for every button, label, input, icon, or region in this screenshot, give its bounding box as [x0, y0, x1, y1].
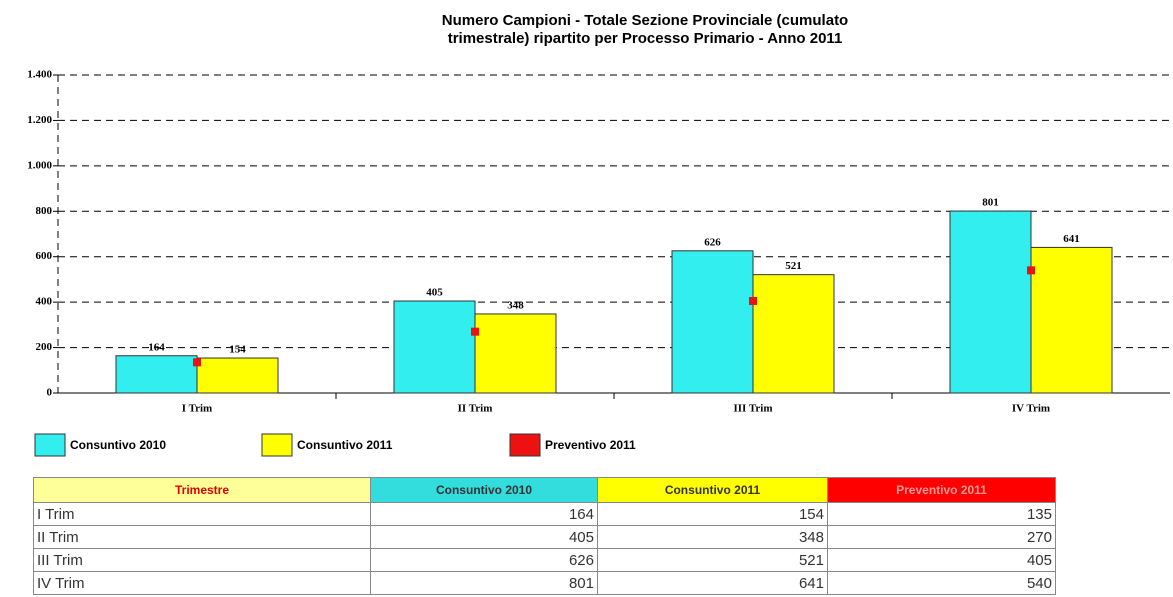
table-cell: I Trim: [33, 502, 371, 526]
bar: [196, 357, 279, 394]
table-row: IV Trim 801 641 540: [33, 571, 1056, 595]
header-row: Trimestre Consuntivo 2010 Consuntivo 2011…: [33, 477, 1056, 503]
table-row: III Trim 626 521 405: [33, 548, 1056, 572]
table-cell: 801: [370, 571, 598, 595]
bar: [671, 250, 754, 394]
table-row: II Trim 405 348 270: [33, 525, 1056, 549]
point-marker: [1027, 266, 1035, 275]
data-table: Trimestre Consuntivo 2010 Consuntivo 2011…: [33, 477, 1056, 595]
bar: [752, 274, 835, 394]
table-cell: 348: [597, 525, 828, 549]
table-cell: 270: [827, 525, 1056, 549]
y-tick-label: 0: [47, 387, 53, 399]
table-cell: 626: [370, 548, 598, 572]
y-tick-label: 1.200: [27, 114, 52, 126]
value-label: 348: [507, 299, 524, 311]
table-cell: 405: [370, 525, 598, 549]
x-tick-label: III Trim: [733, 403, 772, 415]
bar: [474, 313, 557, 394]
x-tick-label: IV Trim: [1012, 403, 1050, 415]
table-cell: 521: [597, 548, 828, 572]
value-label: 164: [148, 341, 165, 353]
table-cell: 540: [827, 571, 1056, 595]
legend-label: Preventivo 2011: [545, 438, 636, 452]
chart-title: Numero Campioni - Totale Sezione Provinc…: [442, 12, 848, 29]
table-cell: 154: [597, 502, 828, 526]
table-cell: 135: [827, 502, 1056, 526]
bar: [393, 300, 476, 394]
value-label: 521: [785, 260, 802, 272]
y-tick-label: 1.400: [27, 69, 52, 81]
legend-swatch: [261, 433, 293, 457]
chart-title: trimestrale) ripartito per Processo Prim…: [448, 30, 843, 47]
header-cell: Trimestre: [33, 477, 371, 503]
table-cell: II Trim: [33, 525, 371, 549]
legend-swatch: [509, 433, 541, 457]
table-row: I Trim 164 154 135: [33, 502, 1056, 526]
y-tick-label: 800: [36, 205, 53, 217]
y-tick-label: 200: [36, 341, 53, 353]
table-cell: 641: [597, 571, 828, 595]
legend-label: Consuntivo 2011: [297, 438, 393, 452]
point-marker: [193, 358, 201, 367]
x-tick-label: I Trim: [182, 403, 212, 415]
value-label: 641: [1063, 233, 1080, 245]
legend-swatch: [34, 433, 66, 457]
value-label: 154: [229, 344, 246, 356]
table-cell: 405: [827, 548, 1056, 572]
x-tick-label: II Trim: [458, 403, 493, 415]
bar: [115, 355, 198, 394]
value-label: 801: [982, 197, 999, 209]
header-cell: Consuntivo 2010: [370, 477, 598, 503]
point-marker: [471, 327, 479, 336]
chart: Numero Campioni - Totale Sezione Provinc…: [27, 12, 1170, 457]
header-cell: Preventivo 2011: [827, 477, 1056, 503]
legend-label: Consuntivo 2010: [70, 438, 166, 452]
table-cell: 164: [370, 502, 598, 526]
bar: [949, 210, 1032, 394]
value-label: 405: [426, 287, 443, 299]
y-tick-label: 400: [36, 296, 53, 308]
header-cell: Consuntivo 2011: [597, 477, 828, 503]
table-cell: III Trim: [33, 548, 371, 572]
y-tick-label: 1.000: [27, 159, 52, 171]
y-tick-label: 600: [36, 250, 53, 262]
table-cell: IV Trim: [33, 571, 371, 595]
value-label: 626: [704, 236, 721, 248]
point-marker: [749, 297, 757, 306]
bar: [1030, 246, 1113, 394]
